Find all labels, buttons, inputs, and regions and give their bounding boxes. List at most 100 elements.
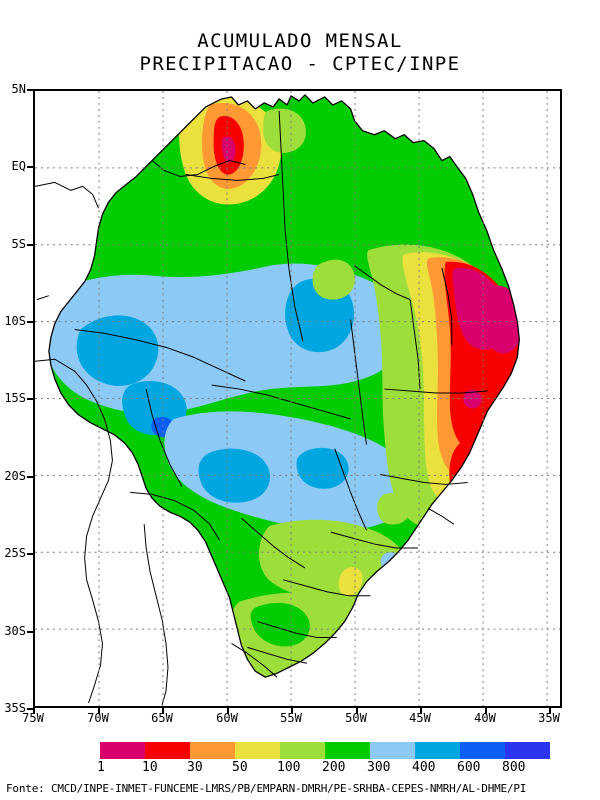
- xlabel-45W: 45W: [409, 711, 431, 725]
- political-boundaries: [35, 94, 520, 706]
- colorbar-label-50: 50: [232, 760, 248, 775]
- colorbar-swatch-1: [100, 742, 145, 759]
- ylabel-30S: 30S: [4, 624, 26, 638]
- state-border-para-ma: [354, 265, 411, 301]
- xlabel-70W: 70W: [87, 711, 109, 725]
- state-border-pr-sc: [257, 621, 337, 638]
- ylabel-10S: 10S: [4, 314, 26, 328]
- ylabel-15S: 15S: [4, 391, 26, 405]
- ytick-EQ: [27, 166, 33, 168]
- title-line-1: ACUMULADO MENSAL: [197, 30, 403, 52]
- state-border-rondonia: [145, 388, 183, 487]
- chart-title-block: ACUMULADO MENSAL PRECIPITACAO - CPTEC/IN…: [0, 30, 600, 76]
- band-100-200-sp2: [377, 493, 411, 525]
- colorbar-swatch-300: [370, 742, 415, 759]
- neighbour-border-venezuela: [151, 160, 246, 177]
- ytick-5N: [27, 89, 33, 91]
- colorbar-swatch-200: [325, 742, 370, 759]
- band-100-200-para: [312, 259, 355, 300]
- ytick-25S: [27, 553, 33, 555]
- xtick-35W: [549, 708, 551, 714]
- xlabel-40W: 40W: [474, 711, 496, 725]
- title-line-2: PRECIPITACAO - CPTEC/INPE: [139, 53, 461, 75]
- band-400-600-go: [296, 447, 349, 489]
- colorbar-swatch-10: [145, 742, 190, 759]
- source-footer: Fonte: CMCD/INPE-INMET-FUNCEME-LMRS/PB/E…: [6, 782, 527, 795]
- state-border-ms-sp: [241, 517, 306, 569]
- brazil-outline: [48, 94, 520, 678]
- neighbour-border-paraguay: [130, 491, 221, 541]
- neighbour-border-west: [35, 181, 99, 301]
- precipitation-field-svg: [35, 91, 560, 706]
- ylabel-25S: 25S: [4, 546, 26, 560]
- band-100-200-amapa: [263, 108, 306, 153]
- colorbar-swatch-100: [280, 742, 325, 759]
- ytick-20S: [27, 476, 33, 478]
- ytick-10S: [27, 321, 33, 323]
- state-border-amazonas-para: [278, 110, 304, 342]
- colorbar-label-1: 1: [97, 760, 105, 775]
- band-100-200-mt-patch: [294, 529, 349, 573]
- state-border-ma-pi: [409, 299, 421, 390]
- colorbar-label-800: 800: [502, 760, 526, 775]
- band-1-10-roraima: [221, 136, 236, 163]
- ylabel-5N: 5N: [11, 82, 26, 96]
- band-400-600-mt: [198, 448, 271, 503]
- state-border-sc-rs: [247, 646, 308, 664]
- xtick-60W: [227, 708, 229, 714]
- colorbar-label-400: 400: [412, 760, 436, 775]
- xtick-40W: [485, 708, 487, 714]
- ytick-5S: [27, 244, 33, 246]
- xlabel-65W: 65W: [151, 711, 173, 725]
- xtick-75W: [33, 708, 35, 714]
- colorbar-swatch-50: [235, 742, 280, 759]
- ylabel-35S: 35S: [4, 701, 26, 715]
- xlabel-60W: 60W: [216, 711, 238, 725]
- xlabel-35W: 35W: [538, 711, 560, 725]
- ylabel-20S: 20S: [4, 469, 26, 483]
- band-1-10-spot: [463, 389, 482, 409]
- ytick-30S: [27, 631, 33, 633]
- state-border-ba-mg: [380, 474, 468, 485]
- grid-lines: [35, 91, 560, 706]
- band-50-100-rs: [338, 567, 363, 597]
- colorbar-label-30: 30: [187, 760, 203, 775]
- neighbour-border-argentina: [143, 524, 169, 706]
- colorbar-label-100: 100: [277, 760, 301, 775]
- xlabel-55W: 55W: [280, 711, 302, 725]
- colorbar-label-10: 10: [142, 760, 158, 775]
- state-border-rr-am: [185, 173, 280, 181]
- ylabel-EQ: EQ: [11, 159, 26, 173]
- state-border-go-mg: [334, 448, 367, 531]
- colorbar-label-300: 300: [367, 760, 391, 775]
- state-border-ba-north: [384, 388, 488, 394]
- xlabel-50W: 50W: [345, 711, 367, 725]
- neighbour-border-uruguay: [231, 642, 278, 678]
- xtick-70W: [98, 708, 100, 714]
- colorbar-label-200: 200: [322, 760, 346, 775]
- xtick-55W: [291, 708, 293, 714]
- colorbar-swatch-30: [190, 742, 235, 759]
- state-border-mg-sp: [330, 531, 419, 549]
- xtick-45W: [420, 708, 422, 714]
- neighbour-border-peru-bolivia: [35, 358, 113, 704]
- xtick-65W: [162, 708, 164, 714]
- ytick-35S: [27, 708, 33, 710]
- ylabel-5S: 5S: [11, 237, 26, 251]
- xlabel-75W: 75W: [22, 711, 44, 725]
- band-200-300-sul-patch: [250, 602, 310, 647]
- colorbar-swatch-600: [460, 742, 505, 759]
- state-border-es-rj: [427, 507, 455, 525]
- state-border-pi-ce: [441, 267, 453, 346]
- state-border-amazonas-acre: [74, 328, 246, 382]
- colorbar-swatch-400: [415, 742, 460, 759]
- map-plot-area: [33, 89, 562, 708]
- state-border-sp-pr: [282, 579, 371, 597]
- colorbar-label-600: 600: [457, 760, 481, 775]
- state-border-to: [350, 319, 367, 445]
- colorbar-swatch-800: [505, 742, 550, 759]
- band-400-600-west: [76, 315, 159, 386]
- colorbar: [100, 742, 550, 759]
